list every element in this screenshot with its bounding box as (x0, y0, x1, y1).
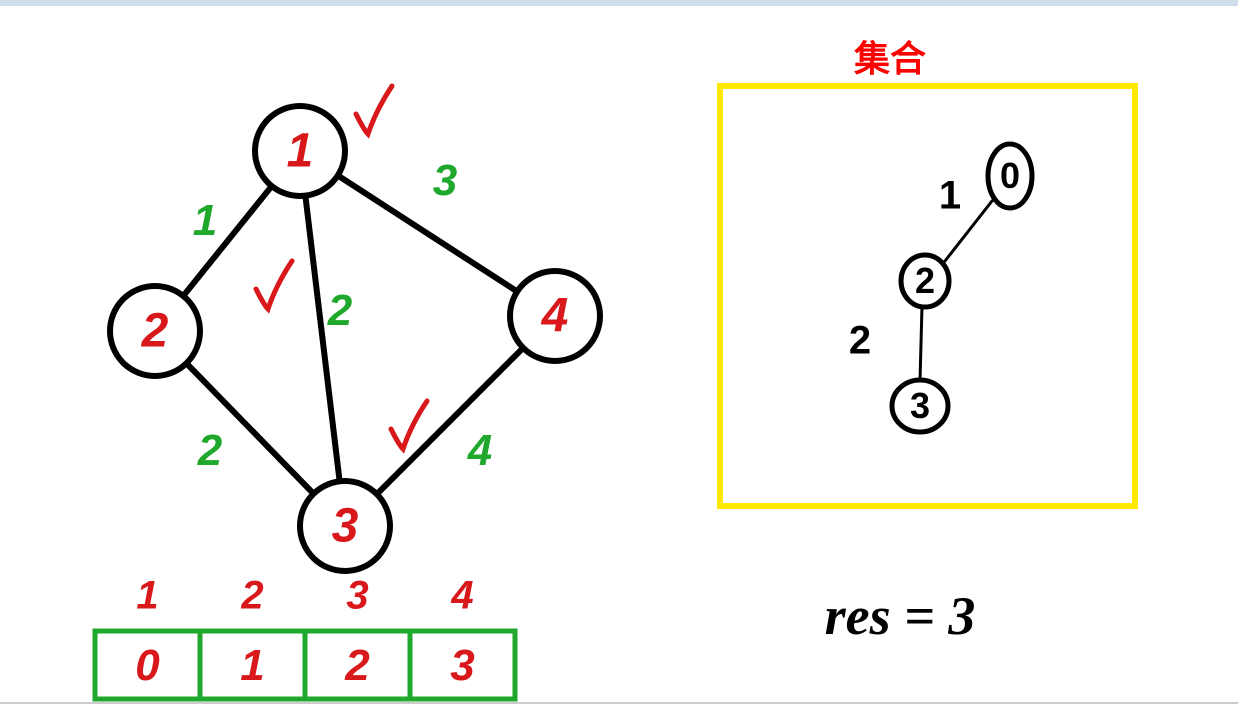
array-index: 1 (136, 574, 158, 619)
graph-node-label: 1 (287, 124, 314, 179)
set-node-label: 3 (910, 385, 930, 427)
diagram-svg (0, 6, 1238, 710)
set-node-label: 0 (1000, 155, 1020, 197)
set-edge-label: 1 (939, 174, 961, 219)
edge-weight: 4 (468, 426, 492, 476)
checkmark-icon (256, 261, 292, 309)
array-value: 2 (345, 641, 369, 691)
result-text: res = 3 (825, 585, 976, 647)
set-edge-label: 2 (849, 319, 871, 364)
array-index: 3 (346, 574, 368, 619)
set-title: 集合 (854, 30, 926, 82)
array-value: 3 (450, 641, 474, 691)
edge-weight: 3 (433, 156, 457, 206)
array-value: 1 (240, 641, 264, 691)
set-node-label: 2 (915, 260, 935, 302)
edge-weight: 2 (198, 426, 222, 476)
array-index: 2 (241, 574, 263, 619)
array-value: 0 (135, 641, 159, 691)
edge-weight: 2 (328, 286, 352, 336)
array-index: 4 (451, 574, 473, 619)
edge-weight: 1 (193, 196, 217, 246)
graph-node-label: 3 (332, 499, 359, 554)
graph-node-label: 2 (142, 304, 169, 359)
checkmark-icon (391, 401, 427, 449)
checkmark-icon (356, 86, 392, 134)
graph-node-label: 4 (542, 289, 569, 344)
